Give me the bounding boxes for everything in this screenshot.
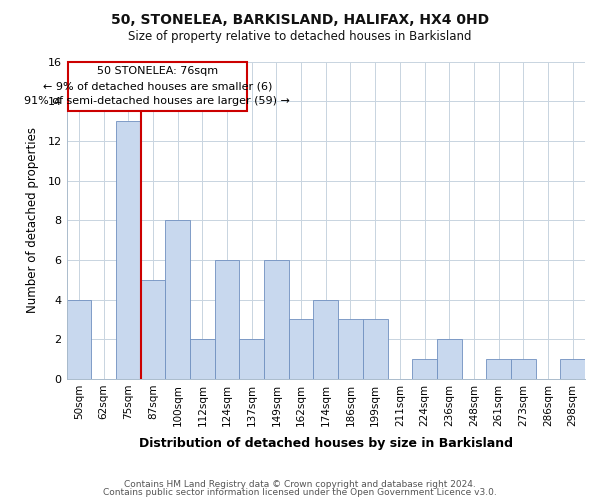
Bar — [560, 359, 585, 379]
Bar — [313, 300, 338, 379]
Bar — [486, 359, 511, 379]
Text: Contains HM Land Registry data © Crown copyright and database right 2024.: Contains HM Land Registry data © Crown c… — [124, 480, 476, 489]
Bar — [67, 300, 91, 379]
Bar — [289, 320, 313, 379]
Bar — [437, 339, 461, 379]
Bar — [116, 121, 140, 379]
Bar — [412, 359, 437, 379]
Bar — [363, 320, 388, 379]
FancyBboxPatch shape — [68, 62, 247, 111]
Text: 50, STONELEA, BARKISLAND, HALIFAX, HX4 0HD: 50, STONELEA, BARKISLAND, HALIFAX, HX4 0… — [111, 12, 489, 26]
Text: Contains public sector information licensed under the Open Government Licence v3: Contains public sector information licen… — [103, 488, 497, 497]
Bar — [166, 220, 190, 379]
Bar — [215, 260, 239, 379]
Text: Size of property relative to detached houses in Barkisland: Size of property relative to detached ho… — [128, 30, 472, 43]
Bar — [264, 260, 289, 379]
Text: 50 STONELEA: 76sqm
← 9% of detached houses are smaller (6)
91% of semi-detached : 50 STONELEA: 76sqm ← 9% of detached hous… — [25, 66, 290, 106]
Bar — [338, 320, 363, 379]
Y-axis label: Number of detached properties: Number of detached properties — [26, 127, 39, 313]
Bar — [239, 339, 264, 379]
Bar — [511, 359, 536, 379]
Bar — [140, 280, 166, 379]
X-axis label: Distribution of detached houses by size in Barkisland: Distribution of detached houses by size … — [139, 437, 513, 450]
Bar — [190, 339, 215, 379]
